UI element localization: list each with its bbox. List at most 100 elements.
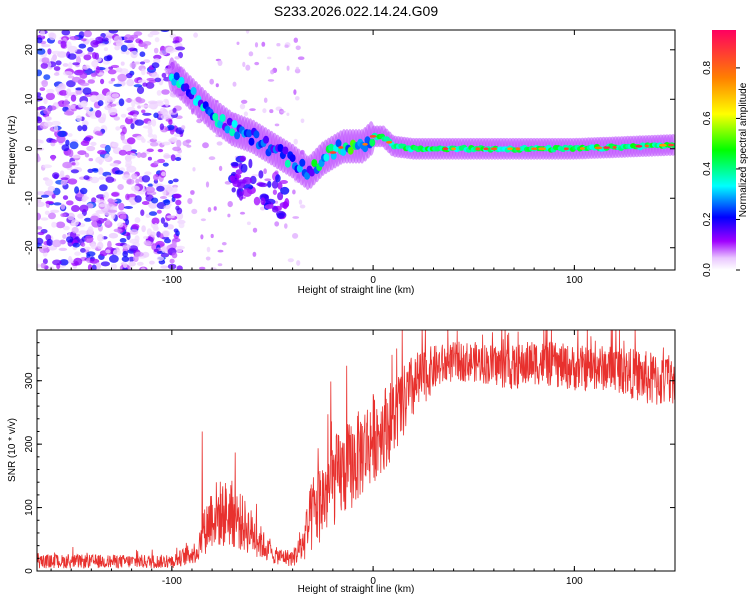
spectrogram-x-tick-label: 0 xyxy=(370,275,376,286)
snr-panel: -100 0 100 0 100 200 300 Height of straight l… xyxy=(7,329,676,595)
spectrogram-speckle xyxy=(298,199,303,205)
spectrogram-speckle xyxy=(105,219,111,226)
spectrogram-peak xyxy=(531,147,538,151)
spectrogram-speckle xyxy=(112,249,122,256)
spectrogram-speckle xyxy=(227,201,233,208)
spectrogram-speckle xyxy=(72,62,80,66)
spectrogram-ridge-core xyxy=(263,135,269,144)
spectrogram-ridge-core xyxy=(284,159,291,168)
spectrogram-speckle xyxy=(59,259,69,266)
spectrogram-speckle xyxy=(95,110,102,118)
spectrogram-speckle xyxy=(125,98,133,103)
spectrogram-speckle xyxy=(60,179,68,186)
spectrogram-speckle xyxy=(90,215,99,222)
spectrogram-speckle xyxy=(134,119,144,126)
spectrogram-speckle xyxy=(154,77,162,83)
spectrogram-speckle xyxy=(129,229,139,235)
spectrogram-speckle xyxy=(120,44,128,52)
spectrogram-ridge-core xyxy=(248,137,255,146)
spectrogram-speckle xyxy=(276,43,281,47)
spectrogram-speckle xyxy=(131,99,136,108)
spectrogram-speckle xyxy=(105,176,115,183)
spectrogram-ridge-core xyxy=(183,83,190,92)
spectrogram-speckle xyxy=(55,60,62,66)
spectrogram-speckle xyxy=(163,199,171,206)
spectrogram-speckle xyxy=(125,73,133,79)
spectrogram-speckle xyxy=(81,197,87,202)
spectrogram-speckle xyxy=(78,43,87,49)
spectrogram-speckle xyxy=(284,198,290,208)
spectrogram-speckle xyxy=(130,34,139,39)
spectrogram-speckle xyxy=(53,125,59,132)
spectrogram-speckle xyxy=(274,200,279,204)
spectrogram-speckle xyxy=(162,230,169,238)
spectrogram-speckle xyxy=(286,112,290,117)
spectrogram-speckle xyxy=(275,174,281,183)
spectrogram-peak xyxy=(329,151,337,154)
spectrogram-speckle xyxy=(155,101,164,107)
spectrogram-ridge-core xyxy=(190,87,197,95)
spectrogram-x-ticks: -100 0 100 xyxy=(50,30,676,286)
spectrogram-speckle xyxy=(153,112,159,119)
spectrogram-speckle xyxy=(141,225,146,233)
spectrogram-speckle xyxy=(292,233,299,239)
spectrogram-speckle xyxy=(156,185,165,192)
spectrogram-speckle xyxy=(51,50,61,55)
spectrogram-speckle xyxy=(37,139,42,144)
spectrogram-speckle xyxy=(145,81,155,89)
spectrogram-speckle xyxy=(151,62,160,69)
spectrogram-speckle xyxy=(71,205,80,212)
spectrogram-speckle xyxy=(105,249,111,254)
spectrogram-speckle xyxy=(274,123,280,127)
spectrogram-speckle xyxy=(43,108,51,115)
snr-series-line xyxy=(37,330,675,569)
spectrogram-speckle xyxy=(77,150,87,156)
spectrogram-speckle xyxy=(37,231,45,236)
spectrogram-speckle xyxy=(181,125,186,130)
spectrogram-speckle xyxy=(159,233,164,239)
spectrogram-speckle xyxy=(89,94,98,103)
spectrogram-speckle xyxy=(161,141,171,146)
spectrogram-speckle xyxy=(66,200,74,206)
spectrogram-speckle xyxy=(245,30,250,34)
spectrogram-speckle xyxy=(162,162,169,167)
spectrogram-speckle xyxy=(134,235,140,243)
spectrogram-speckle xyxy=(240,163,248,173)
spectrogram-peak xyxy=(451,147,456,151)
spectrogram-speckle xyxy=(89,176,100,184)
colorbar-tick-label: 0.8 xyxy=(702,61,713,75)
spectrogram-speckle xyxy=(243,111,248,117)
spectrogram-ridge-core xyxy=(282,146,289,155)
spectrogram-speckle xyxy=(97,149,107,155)
colorbar-tick-label: 0.6 xyxy=(702,111,713,125)
spectrogram-speckle xyxy=(89,91,99,96)
spectrogram-speckle xyxy=(82,87,92,95)
spectrogram-speckle xyxy=(242,61,246,68)
spectrogram-speckle xyxy=(170,154,176,162)
spectrogram-speckle xyxy=(117,73,127,82)
spectrogram-speckle xyxy=(61,30,71,36)
spectrogram-speckle xyxy=(216,141,223,146)
spectrogram-speckle xyxy=(277,192,284,201)
spectrogram-speckle xyxy=(41,57,50,64)
spectrogram-speckle xyxy=(131,173,138,180)
spectrogram-speckle xyxy=(110,64,120,69)
spectrogram-speckle xyxy=(175,157,182,161)
spectrogram-speckle xyxy=(109,162,119,167)
spectrogram-speckle xyxy=(210,233,214,239)
spectrogram-speckle xyxy=(40,62,48,69)
spectrogram-speckle xyxy=(175,246,183,253)
spectrogram-speckle xyxy=(73,257,83,266)
spectrogram-speckle xyxy=(122,244,131,250)
spectrogram-speckle xyxy=(90,243,97,250)
spectrogram-speckle xyxy=(205,181,210,188)
spectrogram-speckle xyxy=(118,149,127,156)
spectrogram-speckle xyxy=(117,184,124,190)
spectrogram-speckle xyxy=(63,110,74,116)
spectrogram-speckle xyxy=(293,138,298,145)
spectrogram-speckle xyxy=(43,74,51,80)
spectrogram-speckle xyxy=(264,204,274,210)
spectrogram-speckle xyxy=(136,86,145,95)
spectrogram-speckle xyxy=(200,218,206,222)
spectrogram-frame xyxy=(36,29,676,271)
